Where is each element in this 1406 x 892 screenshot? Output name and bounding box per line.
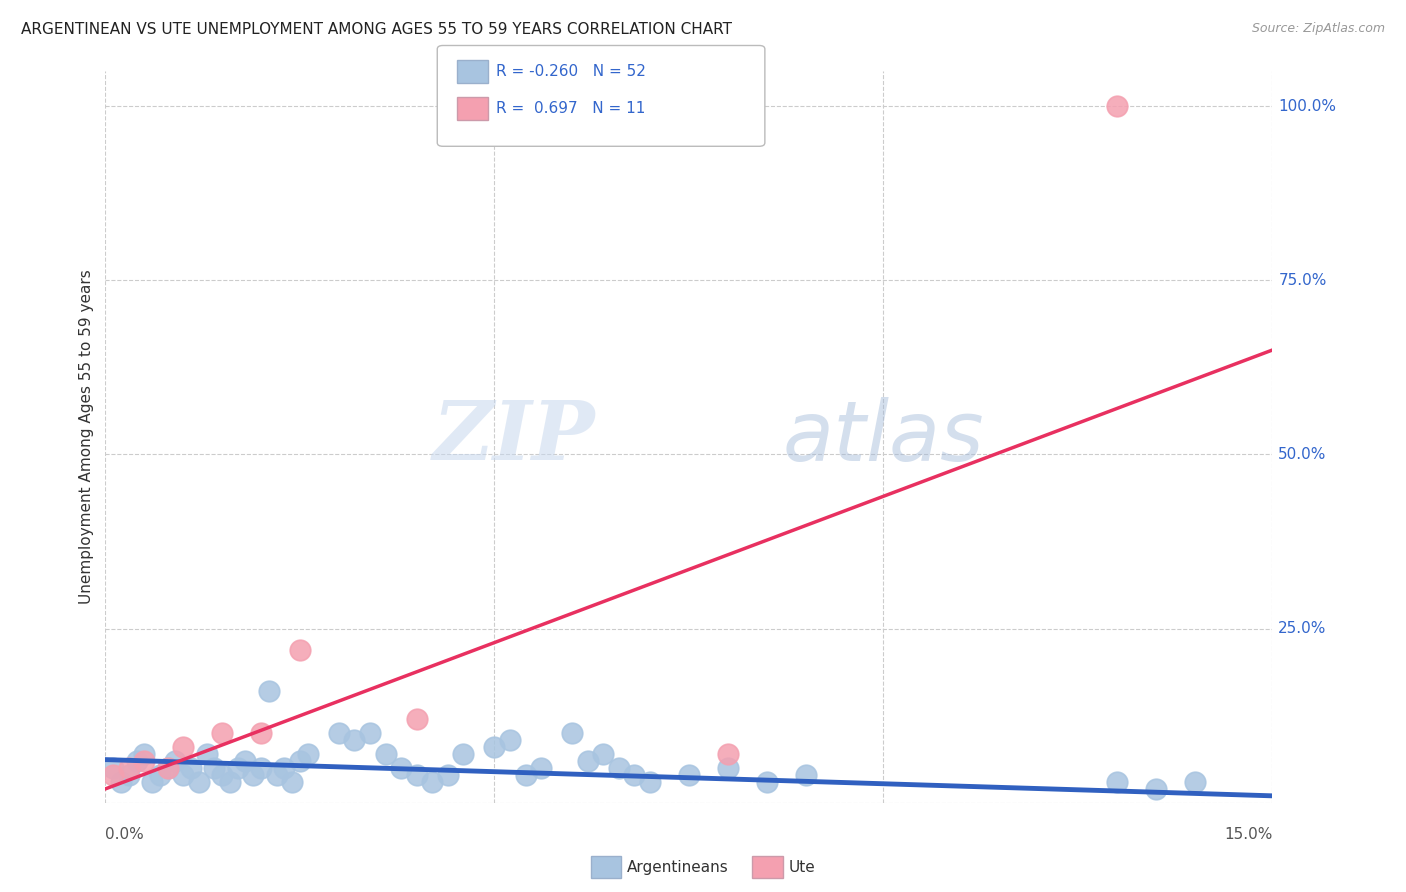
Point xyxy=(281,775,304,789)
Point xyxy=(1184,775,1206,789)
Point xyxy=(242,768,264,782)
Point xyxy=(211,768,233,782)
Text: 0.0%: 0.0% xyxy=(105,827,145,841)
Text: 100.0%: 100.0% xyxy=(1278,99,1336,113)
Point xyxy=(250,726,273,740)
Point xyxy=(794,768,817,782)
Point xyxy=(453,747,475,761)
Text: R = -0.260   N = 52: R = -0.260 N = 52 xyxy=(496,64,647,78)
Text: Argentineans: Argentineans xyxy=(627,860,728,874)
Point xyxy=(149,768,172,782)
Point xyxy=(297,747,319,761)
Point xyxy=(118,761,141,775)
Point xyxy=(530,761,553,775)
Point xyxy=(592,747,614,761)
Point xyxy=(484,740,506,755)
Text: ZIP: ZIP xyxy=(433,397,596,477)
Point xyxy=(717,761,740,775)
Point xyxy=(134,754,156,768)
Point xyxy=(359,726,381,740)
Point xyxy=(165,754,187,768)
Point xyxy=(156,761,179,775)
Point xyxy=(1105,775,1128,789)
Point xyxy=(717,747,740,761)
Point xyxy=(1105,99,1128,113)
Point xyxy=(389,761,412,775)
Point xyxy=(288,642,311,657)
Point xyxy=(436,768,458,782)
Point xyxy=(195,747,218,761)
Text: 50.0%: 50.0% xyxy=(1278,447,1327,462)
Text: ARGENTINEAN VS UTE UNEMPLOYMENT AMONG AGES 55 TO 59 YEARS CORRELATION CHART: ARGENTINEAN VS UTE UNEMPLOYMENT AMONG AG… xyxy=(21,22,733,37)
Text: atlas: atlas xyxy=(782,397,984,477)
Point xyxy=(576,754,599,768)
Point xyxy=(607,761,630,775)
Point xyxy=(172,740,194,755)
Text: 15.0%: 15.0% xyxy=(1225,827,1272,841)
Point xyxy=(623,768,645,782)
Point xyxy=(405,768,427,782)
Point xyxy=(515,768,537,782)
Text: 25.0%: 25.0% xyxy=(1278,621,1327,636)
Point xyxy=(273,761,295,775)
Point xyxy=(678,768,700,782)
Point xyxy=(499,733,522,747)
Point xyxy=(156,761,179,775)
Text: Ute: Ute xyxy=(789,860,815,874)
Text: Source: ZipAtlas.com: Source: ZipAtlas.com xyxy=(1251,22,1385,36)
Point xyxy=(343,733,366,747)
Point xyxy=(266,768,288,782)
Text: R =  0.697   N = 11: R = 0.697 N = 11 xyxy=(496,102,645,116)
Y-axis label: Unemployment Among Ages 55 to 59 years: Unemployment Among Ages 55 to 59 years xyxy=(79,269,94,605)
Point xyxy=(141,775,163,789)
Point xyxy=(202,761,225,775)
Point xyxy=(134,747,156,761)
Point xyxy=(187,775,209,789)
Text: 75.0%: 75.0% xyxy=(1278,273,1327,288)
Point xyxy=(1144,781,1167,796)
Point xyxy=(172,768,194,782)
Point xyxy=(235,754,257,768)
Point xyxy=(561,726,583,740)
Point xyxy=(328,726,350,740)
Point xyxy=(405,712,427,726)
Point xyxy=(219,775,242,789)
Point xyxy=(103,761,125,775)
Point xyxy=(755,775,778,789)
Point xyxy=(103,768,125,782)
Point xyxy=(288,754,311,768)
Point xyxy=(226,761,249,775)
Point xyxy=(257,684,280,698)
Point xyxy=(125,754,148,768)
Point xyxy=(211,726,233,740)
Point xyxy=(110,775,132,789)
Point xyxy=(118,768,141,782)
Point xyxy=(374,747,396,761)
Point xyxy=(180,761,202,775)
Point xyxy=(638,775,661,789)
Point xyxy=(250,761,273,775)
Point xyxy=(420,775,443,789)
